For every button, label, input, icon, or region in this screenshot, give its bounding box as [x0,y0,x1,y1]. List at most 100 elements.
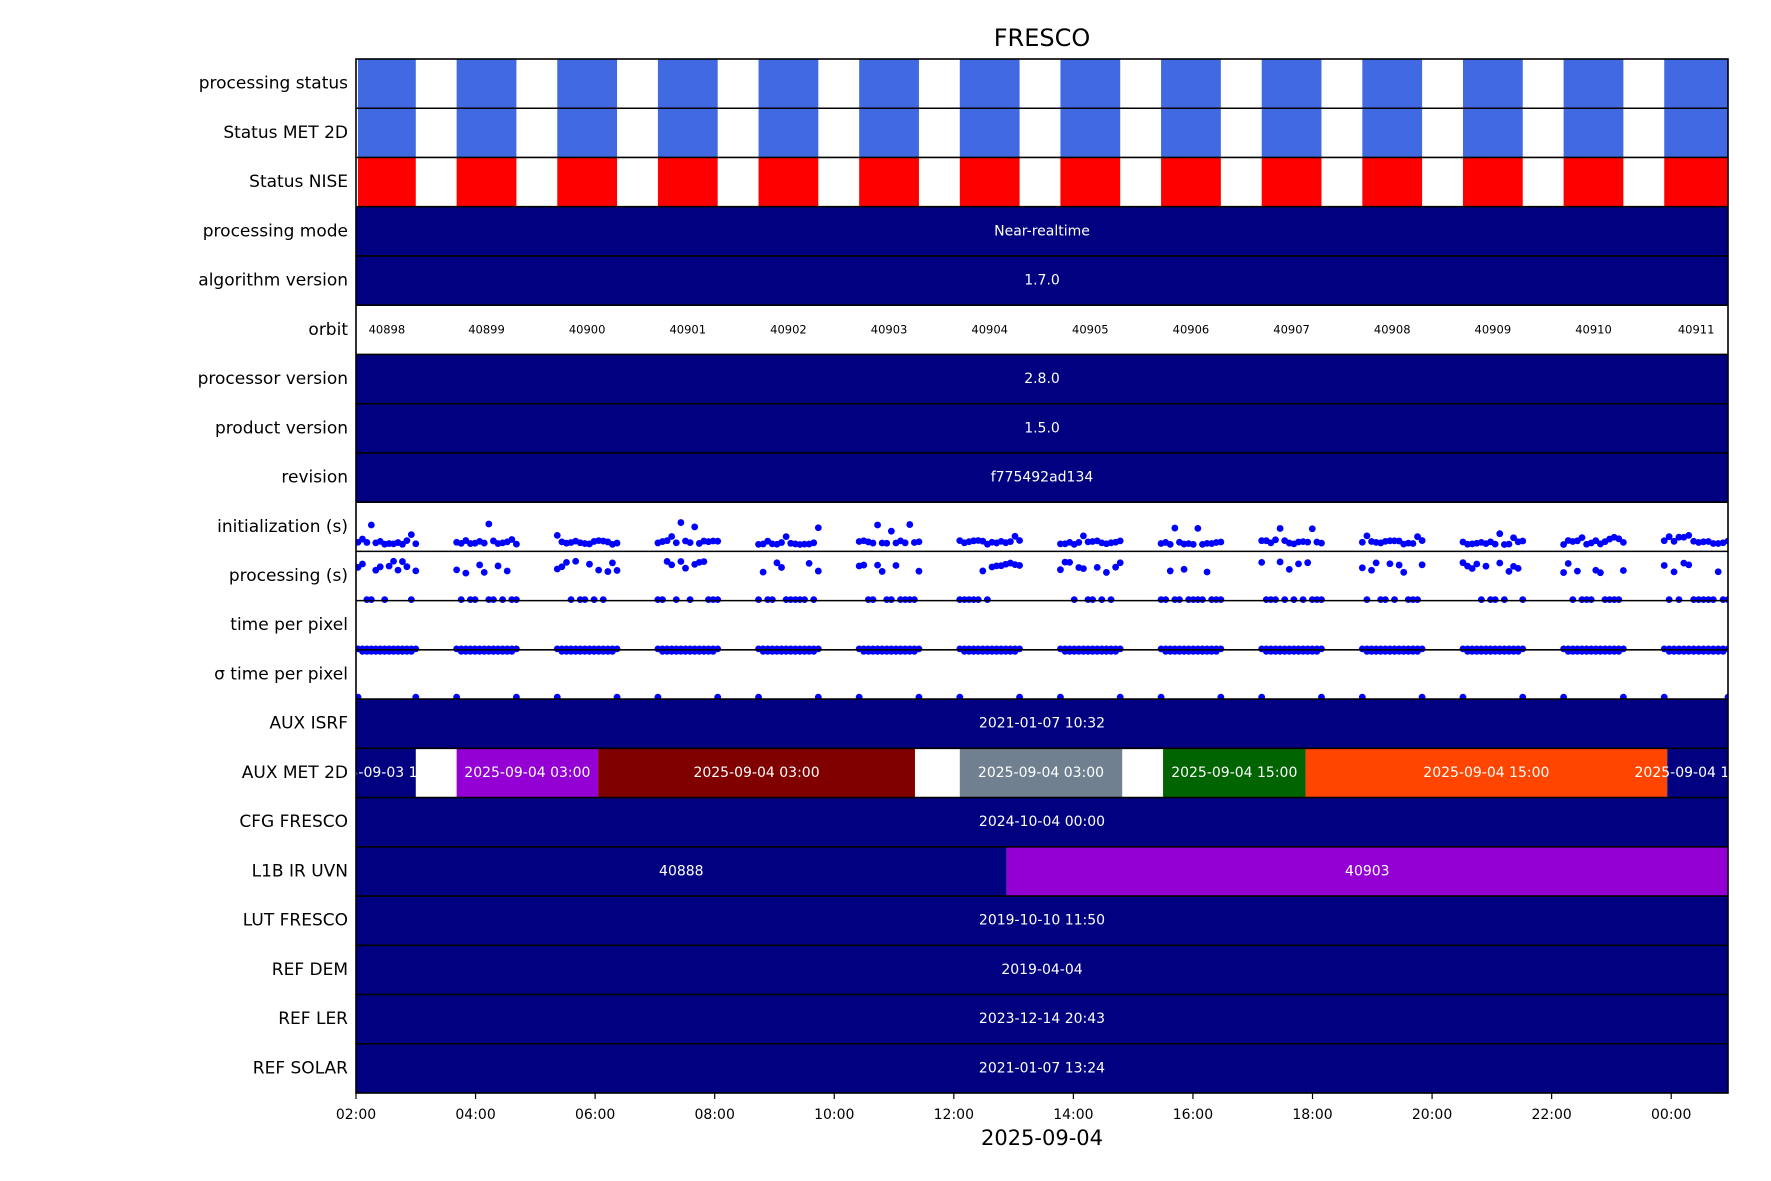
processing-s-point [581,596,589,604]
initialization-s-point [714,537,722,545]
processing-s-point [869,596,877,604]
processing-s-point [1089,596,1097,604]
processing-s-point [1569,596,1577,604]
processing-s-point [590,596,598,604]
row-label-time-per-pixel: σ time per pixel [214,664,348,684]
processing-s-point [1285,566,1293,573]
row-label-l1b-ir-uvn: L1B IR UVN [252,861,348,881]
orbit-label-40898: 40898 [369,322,406,336]
processing-status-bar-40904 [959,59,1020,109]
processing-s-point [672,596,680,604]
initialization-s-point [1418,537,1426,544]
processing-s-point [983,596,991,604]
ref-ler-bar [356,994,1728,1044]
row-label-initialization-s: initialization (s) [217,517,348,537]
processing-s-point [768,596,776,604]
initialization-s-point [869,539,877,547]
processing-s-point [399,558,406,565]
chart-title: FRESCO [994,24,1091,52]
status-met-2d-bar-40905 [1060,108,1121,158]
processing-status-bar-40906 [1161,59,1221,109]
ref-solar-bar [356,1043,1728,1093]
processing-s-point [1564,560,1572,567]
processing-s-point [755,596,762,604]
orbit-label-40907: 40907 [1273,322,1310,336]
initialization-s-point [1519,537,1527,545]
processing-s-point [457,596,465,604]
processing-s-point [513,596,520,604]
cfg-fresco-value: 2024-10-04 00:00 [979,814,1105,830]
processing-status-bar-40902 [758,59,819,109]
initialization-s-point [874,521,881,529]
row-label-processing-mode: processing mode [203,221,348,241]
processing-s-point [1660,562,1668,569]
aux-met-2d-segment-label-3: 2025-09-04 03:00 [693,765,819,781]
status-met-2d-bar-40900 [557,108,618,158]
status-met-2d-bar-40901 [657,108,718,158]
ref-dem-bar [356,945,1728,995]
initialization-s-point [1615,535,1623,543]
time-per-pixel-point [1112,647,1120,655]
processor-version-value: 2.8.0 [1024,371,1060,387]
initialization-s-point [480,539,488,547]
row-label-algorithm-version: algorithm version [198,271,348,291]
row-label-ref-dem: REF DEM [272,960,348,980]
processing-s-point [390,557,397,565]
processing-s-point [385,562,393,570]
initialization-s-point [1670,537,1678,545]
processing-s-point [586,560,593,568]
x-tick-label-1000: 10:00 [814,1107,854,1123]
processing-s-point [1685,561,1693,569]
processing-s-point [394,566,402,574]
processing-s-point [503,567,511,575]
processing-s-point [604,568,612,575]
aux-isrf-bar [356,699,1728,749]
status-nise-bar-40906 [1161,157,1221,207]
status-nise-bar-40904 [959,157,1020,207]
row-label-aux-isrf: AUX ISRF [269,714,348,734]
x-axis-label: 2025-09-04 [981,1126,1103,1150]
orbit-label-40911: 40911 [1678,322,1715,336]
status-met-2d-bar-40911 [1664,108,1728,158]
status-nise-bar-40911 [1664,157,1728,207]
l1b-ir-uvn-segment-2 [1006,846,1728,897]
aux-met-2d-segment-label-4: 2025-09-04 03:00 [978,765,1104,781]
aux-met-2d-segment-4 [959,748,1123,798]
processing-s-point [1477,596,1485,604]
row-label-processing-s: processing (s) [229,566,348,586]
x-tick-label-1600: 16:00 [1173,1107,1213,1123]
initialization-s-point [363,539,371,546]
processing-s-point [1112,563,1120,571]
l1b-ir-uvn-segment-label-2: 40903 [1345,863,1390,879]
aux-met-2d-segment-1 [356,748,416,798]
processing-s-point [759,568,767,576]
x-tick-label-2000: 20:00 [1412,1107,1452,1123]
lut-fresco-value: 2019-10-10 11:50 [979,913,1105,929]
time-per-pixel-point [810,647,818,655]
x-tick-label-1400: 14:00 [1053,1107,1093,1123]
processing-s-point [1107,596,1115,604]
initialization-s-point [778,539,785,546]
time-per-pixel-point [508,647,516,655]
initialization-s-point [906,521,914,528]
initialization-s-point [513,540,520,548]
processing-s-point [814,567,822,575]
orbit-label-40910: 40910 [1575,322,1612,336]
initialization-s-point [553,531,561,539]
row-label-ref-solar: REF SOLAR [253,1058,348,1078]
status-nise-bar-40903 [859,157,919,207]
processing-s-point [1098,596,1106,604]
initialization-s-point [668,533,676,540]
processing-s-point [1615,596,1623,604]
processing-status-bar-40900 [557,59,618,109]
processing-s-point [453,566,461,574]
processing-s-point [613,567,621,574]
initialization-s-point [1358,538,1366,546]
initialization-s-point [1016,537,1023,544]
processing-s-point [915,567,923,575]
algorithm-version-bar [356,255,1728,306]
initialization-s-point [672,539,680,547]
processing-s-point [1176,596,1183,604]
initialization-s-point [1318,539,1325,547]
processing-s-point [595,566,603,574]
